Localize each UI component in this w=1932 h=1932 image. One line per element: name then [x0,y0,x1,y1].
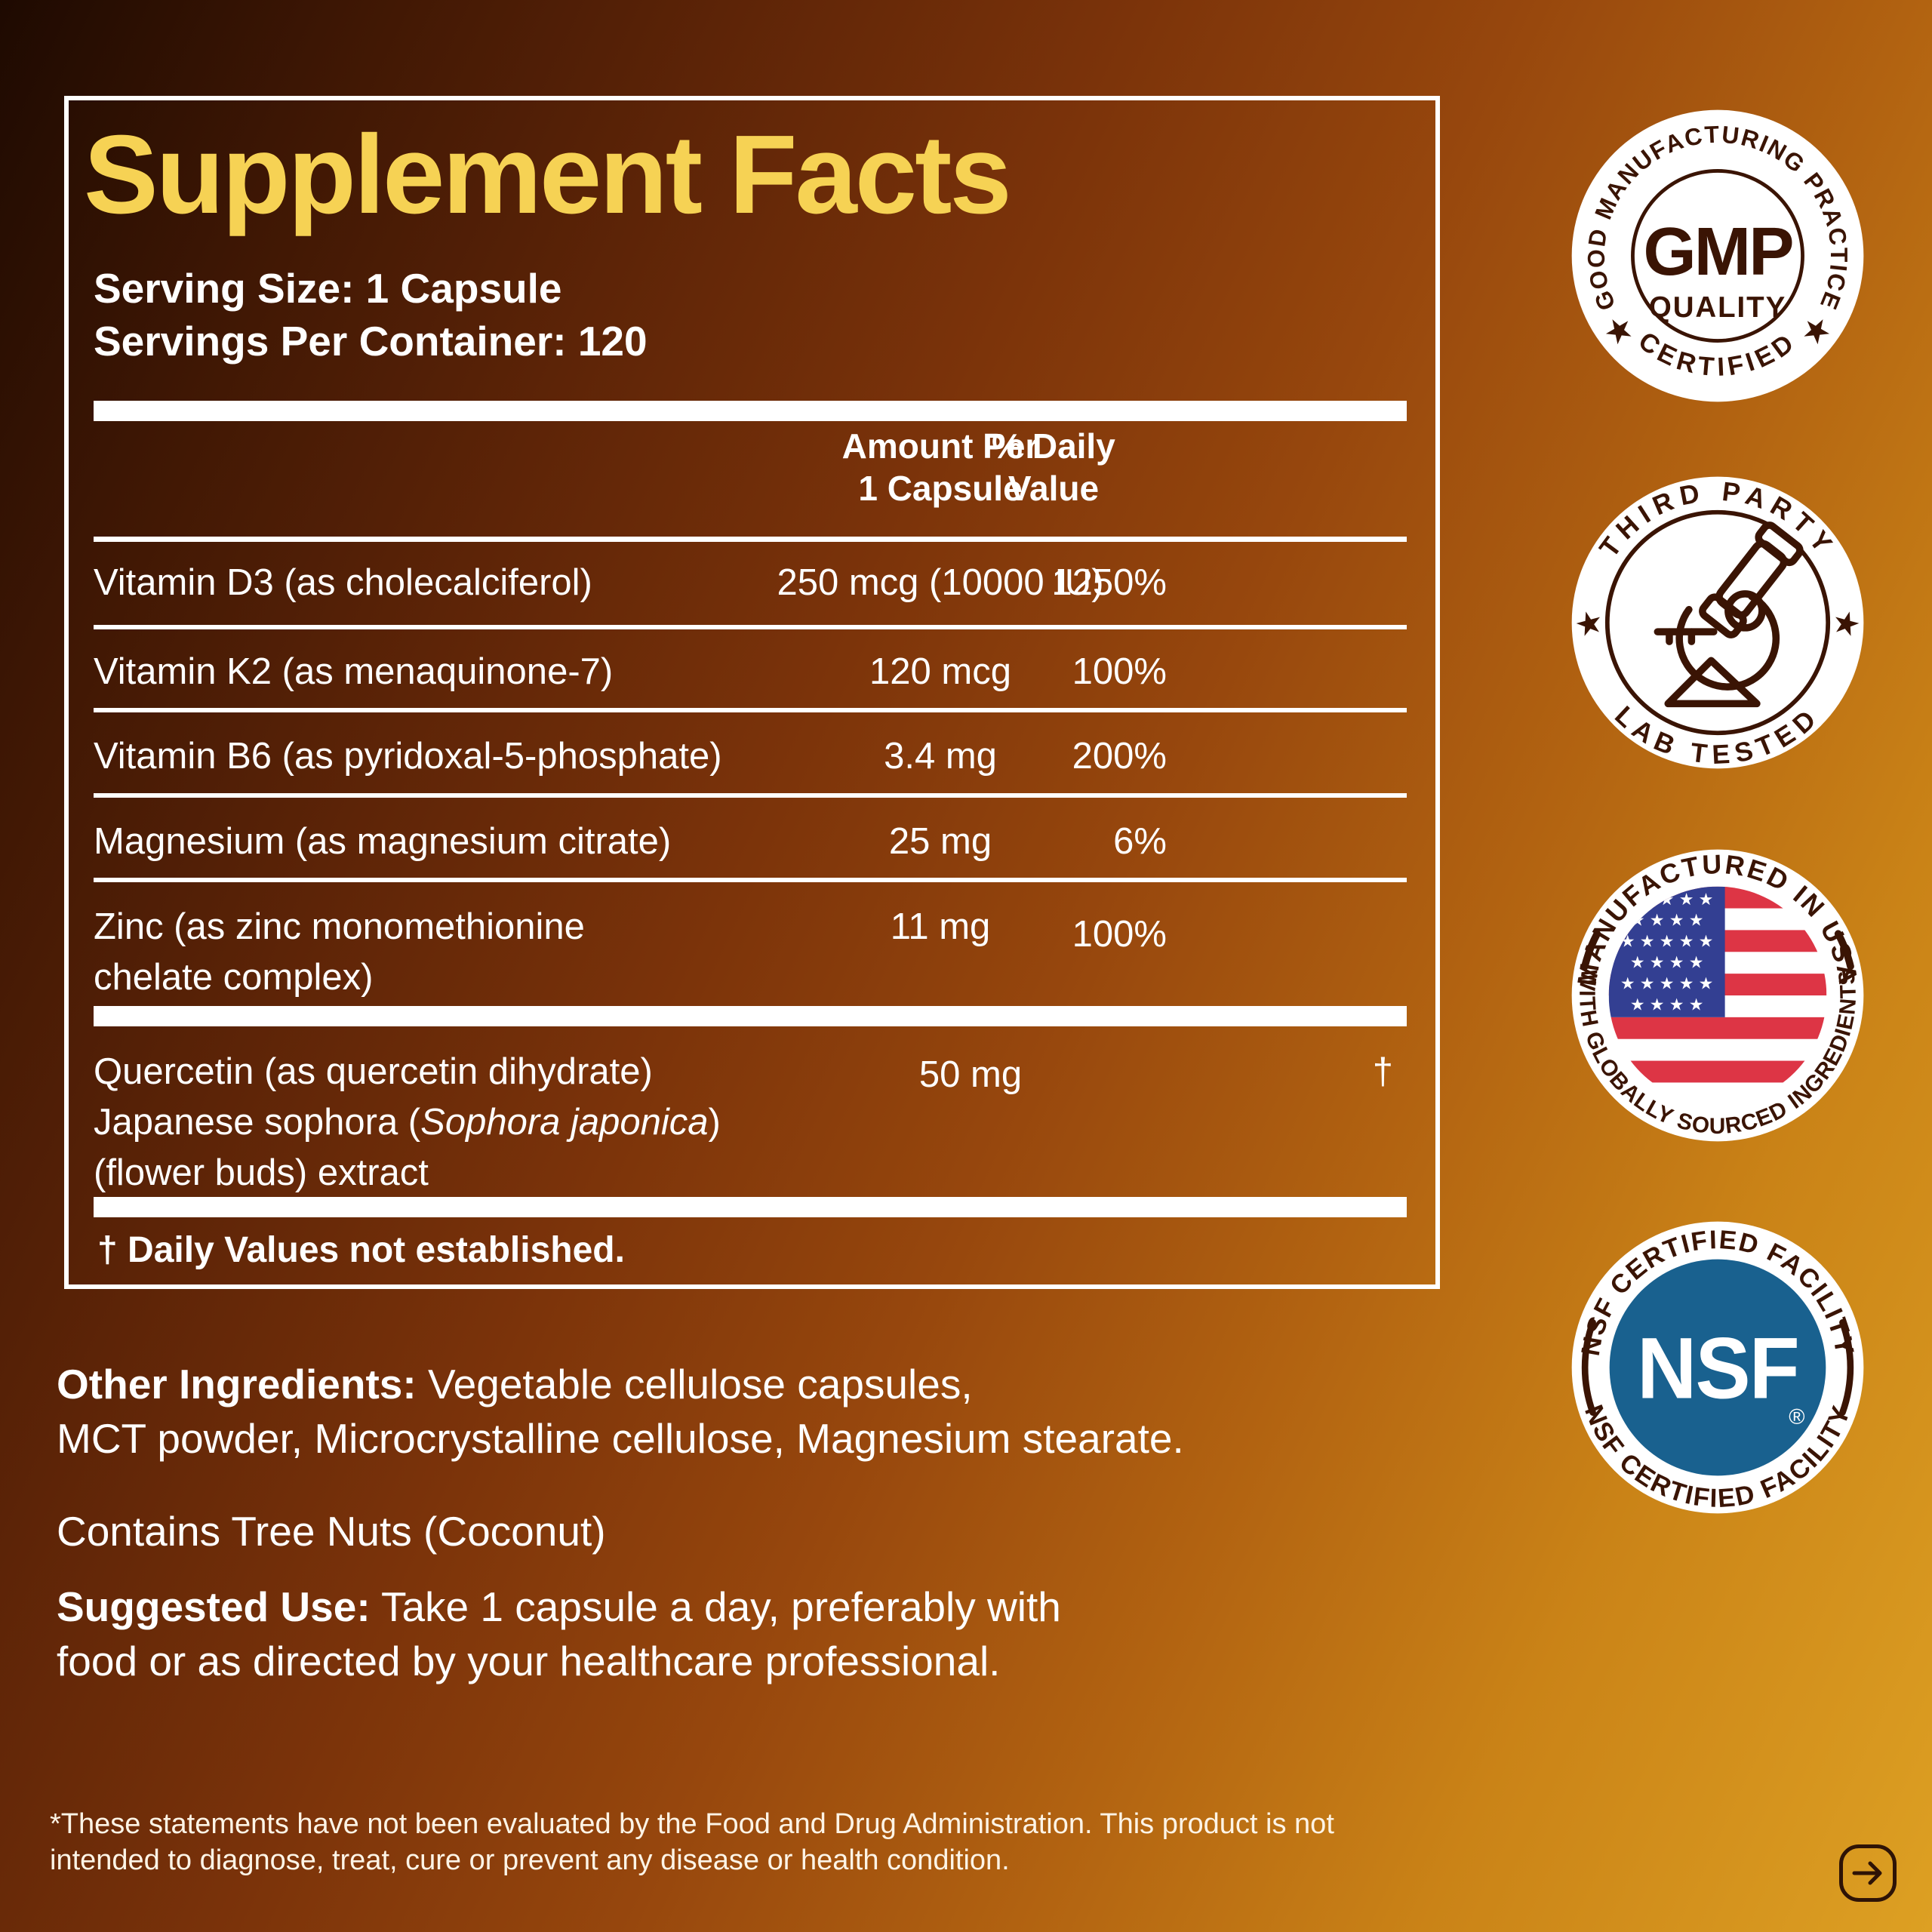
header-rule [94,537,1407,542]
divider-bar-bottom [94,1197,1407,1217]
divider-bar-middle [94,1006,1407,1026]
nsf-center-text: NSF [1637,1319,1798,1417]
serving-size: Serving Size: 1 Capsule [94,265,562,312]
row-separator [94,625,1407,629]
nsf-certified-badge: NSF CERTIFIED FACILITY NSF CERTIFIED FAC… [1571,1221,1864,1514]
svg-text:★ ★ ★ ★ ★: ★ ★ ★ ★ ★ [1620,974,1714,992]
row-separator [94,878,1407,882]
page-title: Supplement Facts [84,112,1012,237]
lab-tested-badge: THIRD PARTY LAB TESTED ★ ★ [1571,476,1865,770]
other-ingredients-label: Other Ingredients: [57,1361,417,1407]
badge-circle [1571,109,1864,402]
inner-ring [1604,509,1831,736]
fda-disclaimer-line2: intended to diagnose, treat, cure or pre… [50,1844,1010,1876]
gmp-center-text: GMP [1643,214,1792,290]
nsf-blue-circle [1609,1259,1826,1476]
dagger-mark: † [1372,1051,1393,1092]
right-paren-arc [1839,1319,1854,1416]
next-arrow-button[interactable] [1839,1844,1897,1902]
made-in-usa-badge: MANUFACTURED IN USA WITH GLOBALLY SOURCE… [1571,849,1864,1142]
gmp-quality-badge: GOOD MANUFACTURING PRACTICE CERTIFIED ★ … [1571,109,1864,402]
inner-ring [1631,169,1804,343]
row-separator [94,708,1407,712]
suggested-use-line1: Suggested Use: Take 1 capsule a day, pre… [57,1583,1061,1630]
supplement-facts-panel: Supplement Facts Serving Size: 1 Capsule… [64,96,1440,1289]
column-header-daily-value: % Daily Value [992,426,1115,509]
scientific-name: Sophora japonica [420,1102,709,1143]
allergen-statement: Contains Tree Nuts (Coconut) [57,1508,606,1555]
fda-disclaimer-line1: *These statements have not been evaluate… [50,1808,1334,1840]
right-dash [1834,930,1854,971]
left-dash [1581,930,1601,971]
divider-bar-top [94,401,1407,421]
usa-flag-icon: ★ ★ ★ ★ ★ ★ ★ ★ ★ ★ ★ ★ ★ ★ ★ ★ ★ ★ ★ ★ … [1608,886,1827,1105]
registered-mark: ® [1789,1405,1804,1429]
row-name-line2: Japanese sophora (Sophora japonica) [94,1102,721,1143]
suggested-use-label: Suggested Use: [57,1583,371,1630]
column-header-amount: Amount Per 1 Capsule [841,426,1039,509]
svg-text:★ ★ ★ ★: ★ ★ ★ ★ [1630,995,1704,1014]
svg-text:★ ★ ★ ★ ★: ★ ★ ★ ★ ★ [1620,932,1714,951]
left-paren-arc [1581,1319,1596,1416]
arrow-right-icon [1852,1861,1882,1885]
servings-per-container: Servings Per Container: 120 [94,318,648,365]
suggested-use-line2: food or as directed by your healthcare p… [57,1638,1001,1684]
other-ingredients-line1: Other Ingredients: Vegetable cellulose c… [57,1361,973,1407]
microscope-icon [1654,521,1804,708]
daily-value-footnote: † Daily Values not established. [97,1230,625,1270]
other-ingredients-line2: MCT powder, Microcrystalline cellulose, … [57,1415,1184,1462]
gmp-sub-text: QUALITY [1649,291,1786,324]
svg-text:★ ★ ★ ★: ★ ★ ★ ★ [1630,952,1704,971]
row-separator [94,793,1407,798]
